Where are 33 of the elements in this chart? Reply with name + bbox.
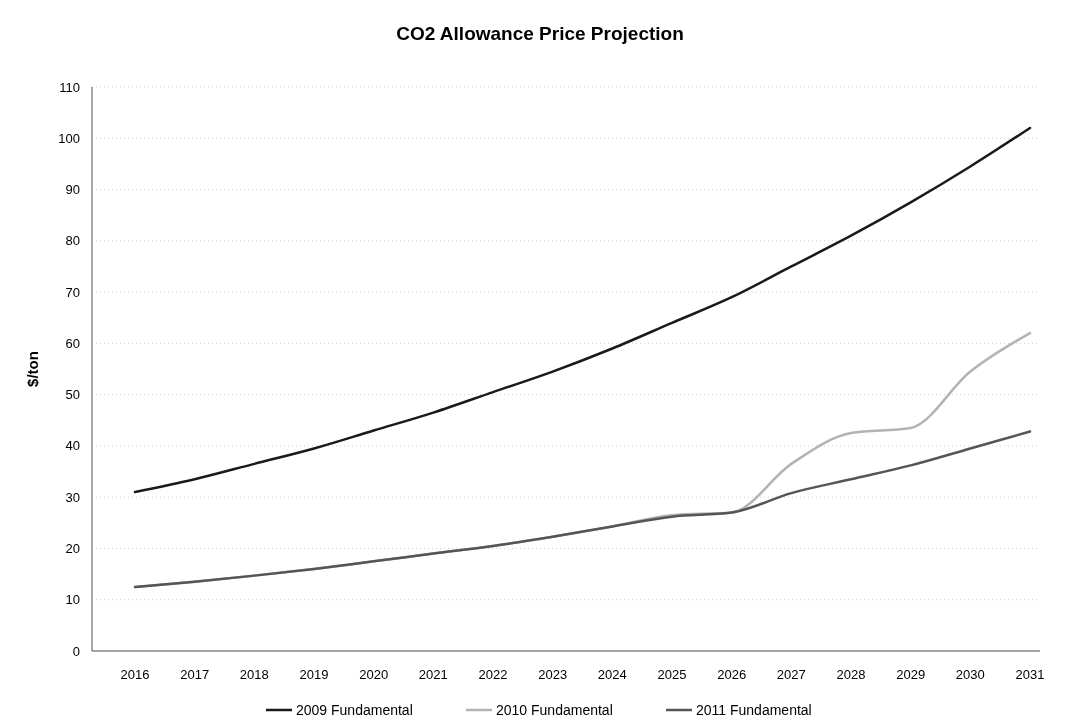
x-tick-label: 2017 [180, 667, 210, 682]
y-tick-label: 40 [65, 438, 80, 454]
x-tick-label: 2027 [776, 667, 806, 682]
legend-label: 2009 Fundamental [296, 701, 413, 718]
x-tick-label: 2018 [239, 667, 269, 682]
chart-title: CO2 Allowance Price Projection [396, 23, 684, 44]
x-tick-label: 2031 [1015, 667, 1045, 682]
y-tick-label: 110 [59, 79, 80, 95]
x-tick-label: 2016 [120, 667, 150, 682]
x-tick-label: 2029 [896, 667, 926, 682]
y-tick-label: 10 [65, 592, 80, 608]
x-tick-label: 2021 [418, 667, 448, 682]
x-tick-label: 2019 [299, 667, 329, 682]
y-tick-label: 30 [65, 489, 80, 505]
y-tick-label: 100 [58, 130, 80, 146]
legend-label: 2011 Fundamental [696, 701, 812, 718]
x-tick-label: 2028 [836, 667, 866, 682]
legend-label: 2010 Fundamental [496, 701, 613, 718]
y-axis-title: $/ton [24, 351, 41, 387]
x-tick-label: 2026 [717, 667, 747, 682]
x-tick-label: 2030 [955, 667, 985, 682]
x-tick-label: 2023 [538, 667, 568, 682]
y-tick-label: 20 [65, 541, 80, 556]
y-tick-label: 70 [65, 284, 80, 300]
y-tick-label: 60 [65, 335, 80, 351]
y-tick-label: 90 [65, 182, 80, 198]
x-tick-label: 2020 [359, 667, 389, 682]
x-tick-label: 2024 [597, 667, 627, 682]
y-tick-label: 80 [65, 233, 80, 249]
y-tick-label: 0 [72, 643, 80, 659]
x-tick-label: 2022 [478, 667, 508, 682]
y-tick-label: 50 [65, 387, 80, 403]
x-tick-label: 2025 [657, 667, 687, 682]
